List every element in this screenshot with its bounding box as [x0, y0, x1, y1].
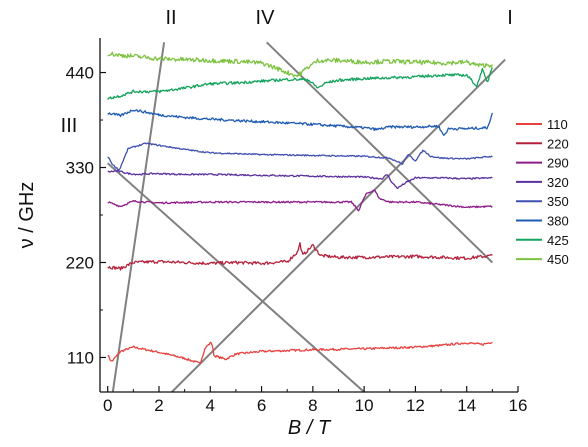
- series-layer: [107, 51, 493, 365]
- legend-label-350: 350: [547, 194, 569, 209]
- axes-layer: 0 2 4 6 8 10 12 14 16 110 220 330 440: [66, 38, 528, 415]
- series-line-290: [107, 189, 493, 212]
- x-tick-label-4: 4: [206, 396, 215, 415]
- legend-label-450: 450: [547, 252, 569, 267]
- x-tick-label-6: 6: [257, 396, 266, 415]
- line-label-ii: II: [165, 7, 176, 29]
- x-tick-label-8: 8: [308, 396, 317, 415]
- legend-label-220: 220: [547, 136, 569, 151]
- y-tick-label-440: 440: [66, 64, 94, 83]
- line-label-iii: III: [61, 115, 78, 137]
- x-tick-label-14: 14: [457, 396, 476, 415]
- x-tick-label-2: 2: [154, 396, 163, 415]
- series-line-450: [107, 51, 493, 78]
- legend-label-380: 380: [547, 214, 569, 229]
- x-tick-label-0: 0: [103, 396, 112, 415]
- y-axis-title: ν / GHz: [16, 182, 38, 249]
- series-line-380: [107, 109, 493, 136]
- series-line-425: [107, 67, 493, 100]
- x-tick-label-12: 12: [406, 396, 425, 415]
- x-tick-label-16: 16: [509, 396, 528, 415]
- x-axis-title: B / T: [288, 417, 332, 439]
- line-label-iv: IV: [256, 7, 276, 29]
- series-line-110: [107, 341, 493, 365]
- reference-line-ii: [111, 42, 166, 393]
- series-line-320: [107, 169, 493, 190]
- legend-label-320: 320: [547, 175, 569, 190]
- series-line-220: [107, 242, 493, 271]
- legend: 110 220 290 320 350 380 425 450: [516, 117, 569, 267]
- legend-label-290: 290: [547, 156, 569, 171]
- y-tick-label-330: 330: [66, 159, 94, 178]
- legend-label-110: 110: [547, 117, 568, 132]
- legend-label-425: 425: [547, 233, 569, 248]
- x-tick-label-10: 10: [355, 396, 374, 415]
- series-line-350: [107, 142, 493, 171]
- line-label-i: I: [507, 7, 513, 29]
- y-tick-label-110: 110: [67, 348, 94, 367]
- reference-line-i: [171, 58, 506, 393]
- y-tick-label-220: 220: [66, 253, 94, 272]
